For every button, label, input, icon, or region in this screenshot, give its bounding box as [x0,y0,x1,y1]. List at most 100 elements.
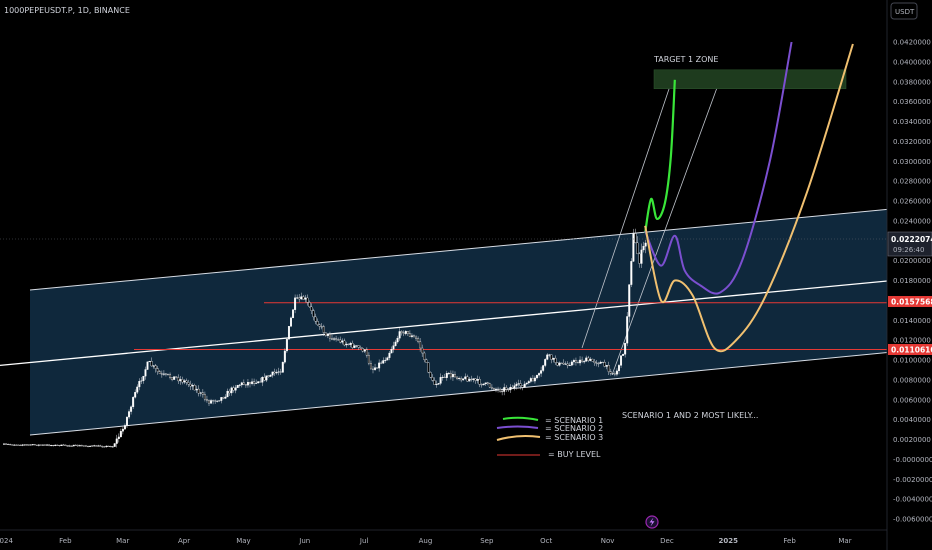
candle-body [290,317,292,327]
candle-body [201,392,204,395]
legend-label-scenario-1: = SCENARIO 1 [545,416,603,425]
candle-body [628,284,631,317]
candle-body [445,373,448,378]
candle-body [191,385,194,387]
legend-swatch-scenario-2 [496,425,539,429]
candle-body [626,316,629,344]
candle-body [492,388,495,390]
candle-body [183,380,186,383]
candle-body [140,380,143,382]
candle-body [630,261,633,285]
fan-line-shallow[interactable] [611,84,719,376]
candle-body [37,444,40,446]
candle-body [60,444,63,446]
candle-body [236,385,239,388]
candle-body [587,357,590,361]
candle-body [255,382,258,384]
candle-body [263,377,266,381]
buy-level-lower-tag[interactable]: 0.0110610 [888,344,932,355]
fan-line-steep[interactable] [581,82,672,349]
scenario-1-path[interactable] [644,79,676,233]
current-price-tag[interactable]: 0.0222074 09:26:40 [887,231,932,257]
candle-body [167,373,169,375]
candle-body [540,370,543,374]
buy-level-upper-tag[interactable]: 0.0157568 [888,296,932,307]
candle-body [396,337,399,343]
candle-body [249,382,251,384]
price-axis[interactable] [887,0,932,550]
target-zone-box[interactable] [653,69,847,89]
candle-body [466,376,469,382]
candle-body [275,372,278,374]
time-axis-tick-label: Feb [59,537,72,545]
candle-body [484,382,487,385]
candle-body [591,358,594,362]
candle-body [50,445,53,447]
price-axis-tick-label: 0.0420000 [893,39,931,47]
target-zone-label: TARGET 1 ZONE [653,55,718,64]
candle-body [302,296,305,300]
candle-body [607,365,610,372]
candle-body [490,386,493,389]
price-axis-tick-label: 0.0040000 [893,416,931,424]
candle-body [85,445,87,447]
candle-body [462,378,465,381]
candle-body [365,349,368,356]
candle-body [568,364,571,366]
time-axis-tick-label: 2024 [0,537,13,545]
channel-upper-line[interactable] [29,208,893,291]
candle-body [314,316,317,322]
candle-body [169,374,172,378]
candle-body [609,371,612,374]
buy-level-lower-value: 0.0110610 [891,346,932,355]
scenario-legend: = SCENARIO 1 = SCENARIO 2 = SCENARIO 3 =… [496,416,603,459]
time-axis-tick-label: Sep [480,537,494,545]
scenario-3-path[interactable] [644,43,854,353]
candle-body [261,377,264,383]
time-axis-tick-label: Dec [660,537,674,545]
candle-body [87,445,90,447]
time-axis-tick-label: Nov [601,537,615,545]
currency-button[interactable] [890,2,918,20]
candle-body [357,345,360,348]
candle-body [515,383,518,386]
candle-body [521,385,524,388]
lightning-icon[interactable] [645,515,659,529]
candle-body [113,443,116,447]
candle-body [179,379,182,382]
candle-body [595,362,598,364]
currency-button-label: USDT [895,8,915,16]
candle-body [449,372,452,378]
candle-body [300,296,303,300]
candle-body [56,444,59,446]
candle-body [339,339,342,343]
candle-body [476,379,479,381]
candle-body [46,444,49,446]
candle-body [269,374,272,377]
candle-body [574,360,577,363]
candle-body [117,436,120,440]
legend-swatch-scenario-1 [502,416,539,421]
candle-body [271,371,274,376]
candle-body [413,335,415,338]
most-likely-note: SCENARIO 1 AND 2 MOST LIKELY... [622,411,758,420]
candle-body [636,242,639,255]
channel-lower-line[interactable] [29,351,893,436]
candle-body [259,381,262,383]
price-axis-tick-label: 0.0240000 [893,217,931,225]
candle-body [620,355,623,366]
symbol-title: 1000PEPEUSDT.P, 1D, BINANCE [4,6,130,15]
scenario-2-path[interactable] [644,41,793,295]
candle-body [27,444,30,446]
candle-body [308,302,311,308]
candle-body [618,365,620,372]
candle-body [513,385,516,389]
candle-body [210,400,213,404]
channel-mid-line[interactable] [0,279,893,366]
candle-body [54,444,57,446]
candle-body [523,383,526,388]
candle-body [558,362,561,366]
candle-body [95,445,98,447]
candle-body [376,367,379,369]
